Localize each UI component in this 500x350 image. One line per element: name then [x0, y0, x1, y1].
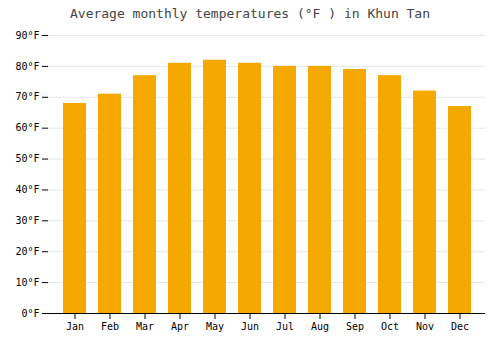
svg-text:0°F: 0°F — [21, 308, 39, 319]
svg-text:50°F: 50°F — [15, 153, 39, 164]
svg-text:May: May — [206, 321, 224, 332]
svg-text:60°F: 60°F — [15, 122, 39, 133]
svg-text:Oct: Oct — [381, 321, 399, 332]
svg-text:20°F: 20°F — [15, 246, 39, 257]
html-text:Average monthly temperatures (: Average monthly temperatures (°F ) in Kh… — [70, 6, 430, 21]
svg-text:90°F: 90°F — [15, 30, 39, 41]
svg-text:10°F: 10°F — [15, 277, 39, 288]
svg-text:40°F: 40°F — [15, 184, 39, 195]
svg-text:Nov: Nov — [416, 321, 434, 332]
svg-text:Aug: Aug — [311, 321, 329, 332]
svg-text:Apr: Apr — [171, 321, 189, 332]
svg-text:Sep: Sep — [346, 321, 364, 332]
svg-text:Jul: Jul — [276, 321, 294, 332]
svg-text:70°F: 70°F — [15, 91, 39, 102]
svg-text:30°F: 30°F — [15, 215, 39, 226]
svg-text:Feb: Feb — [101, 321, 119, 332]
svg-text:80°F: 80°F — [15, 61, 39, 72]
svg-text:Jan: Jan — [66, 321, 84, 332]
svg-text:Dec: Dec — [451, 321, 469, 332]
svg-text:Mar: Mar — [136, 321, 154, 332]
svg-text:Jun: Jun — [241, 321, 259, 332]
